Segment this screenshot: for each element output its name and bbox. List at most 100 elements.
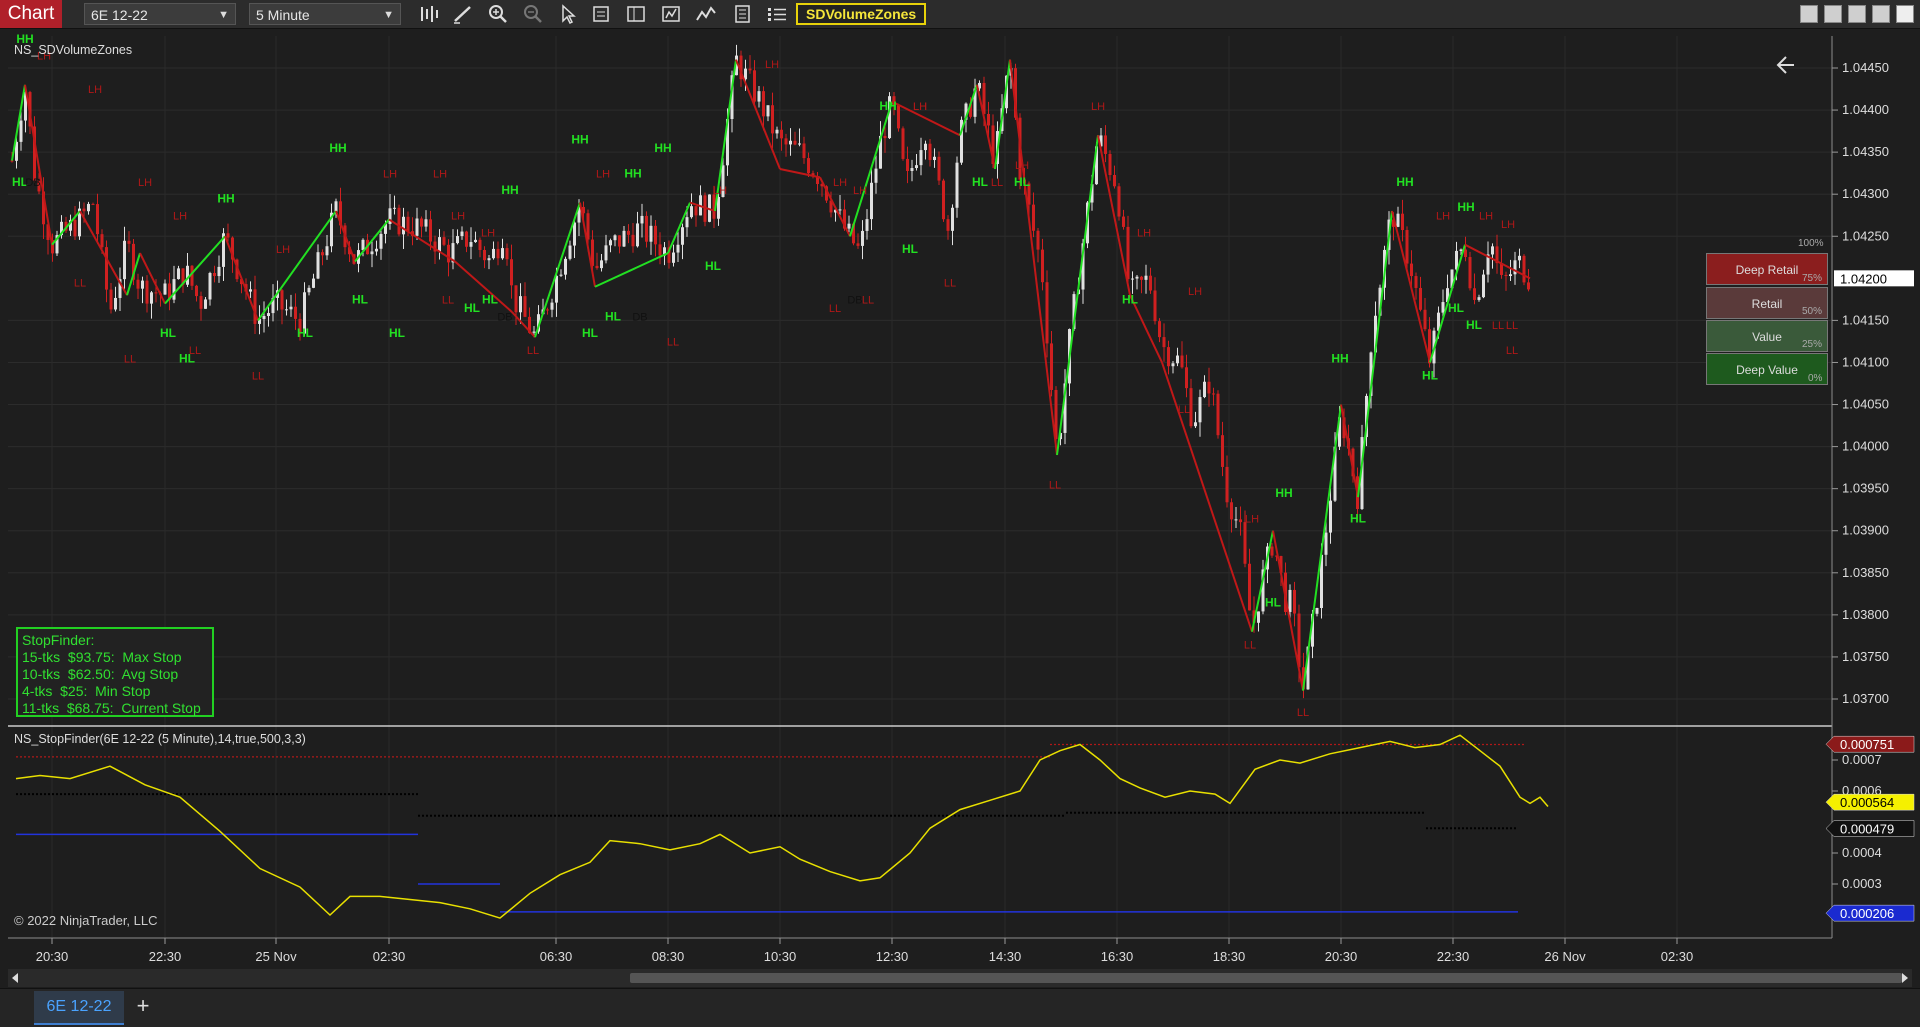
- instrument-selector[interactable]: 6E 12-22 ▼: [84, 3, 236, 25]
- candle-body: [73, 219, 77, 237]
- tab-6e-12-22[interactable]: 6E 12-22: [34, 991, 124, 1025]
- strategies-icon[interactable]: [660, 4, 682, 24]
- candle-body: [1522, 255, 1526, 283]
- minimize-icon[interactable]: [1848, 5, 1866, 23]
- candle-body: [258, 319, 261, 324]
- swing-line: [454, 260, 513, 313]
- swing-label: LL: [1244, 640, 1256, 652]
- indicators-icon[interactable]: [695, 4, 717, 24]
- swing-label: LL: [74, 278, 86, 290]
- bars-type-icon[interactable]: [418, 4, 440, 24]
- swing-label: HL: [179, 351, 195, 365]
- swing-line: [579, 202, 596, 287]
- chevron-down-icon: ▼: [383, 9, 394, 21]
- maximize-icon[interactable]: [1872, 5, 1890, 23]
- candle-body: [852, 223, 855, 244]
- candle-body: [501, 248, 504, 259]
- swing-label: LH: [1015, 160, 1029, 172]
- chart-grid: [8, 36, 1832, 938]
- swing-label: HL: [605, 309, 621, 323]
- chart-menu-button[interactable]: Chart: [0, 0, 62, 28]
- candle-body: [1414, 276, 1418, 288]
- candle-body: [64, 221, 68, 231]
- candle-body: [262, 316, 266, 320]
- indicator-badge[interactable]: SDVolumeZones: [796, 3, 927, 25]
- candle-body: [798, 143, 801, 145]
- candle-body: [96, 204, 99, 235]
- candle-body: [1378, 287, 1382, 316]
- tile-icon[interactable]: [1800, 5, 1818, 23]
- candle-body: [204, 299, 207, 309]
- price-tick-label: 1.04100: [1842, 354, 1889, 369]
- candle-body: [231, 237, 234, 260]
- swing-label: HL: [582, 326, 598, 340]
- indicator-tick-label: 0.0003: [1842, 876, 1882, 891]
- svg-text:0.000751: 0.000751: [1840, 737, 1894, 752]
- swing-line: [1357, 210, 1393, 498]
- back-arrow-icon[interactable]: [1776, 56, 1794, 74]
- swing-label: HH: [16, 32, 33, 46]
- draw-tool-icon[interactable]: [452, 4, 474, 24]
- candle-body: [1329, 500, 1332, 533]
- swing-line: [79, 210, 128, 296]
- swing-label: HL: [297, 326, 313, 340]
- zone-pct: 50%: [1802, 306, 1823, 317]
- data-box-icon[interactable]: [591, 4, 613, 24]
- swing-label: LH: [1479, 210, 1493, 222]
- scroll-right-icon[interactable]: [1902, 973, 1908, 983]
- price-axis: 1.04450 1.04400 1.04350 1.04300 1.04250 1.041…: [1832, 60, 1914, 706]
- swing-label: HL: [1350, 511, 1366, 525]
- stopfinder-title: StopFinder:: [22, 632, 95, 648]
- candle-body: [1504, 274, 1508, 277]
- tab-label: 6E 12-22: [46, 998, 112, 1015]
- restore-icon[interactable]: [1824, 5, 1842, 23]
- pointer-icon[interactable]: [557, 4, 579, 24]
- chart-toolbar: Chart 6E 12-22 ▼ 5 Minute ▼ SDVolumeZone…: [0, 0, 1920, 29]
- properties-icon[interactable]: [732, 4, 754, 24]
- chart-trader-icon[interactable]: [766, 4, 788, 24]
- candle-body: [1446, 288, 1449, 303]
- candle-body: [658, 244, 662, 256]
- time-tick-label: 20:30: [1325, 949, 1358, 964]
- swing-label: HL: [1014, 175, 1030, 189]
- scroll-left-icon[interactable]: [12, 973, 18, 983]
- candle-body: [1095, 146, 1098, 185]
- candle-body: [1036, 230, 1040, 250]
- time-tick-label: 02:30: [373, 949, 406, 964]
- candle-body: [1261, 569, 1265, 612]
- swing-label: HL: [464, 301, 480, 315]
- scrollbar-thumb[interactable]: [630, 973, 1902, 983]
- swing-label: LH: [383, 168, 397, 180]
- candle-body: [298, 318, 302, 334]
- candle-body: [991, 125, 995, 164]
- candle-body: [757, 91, 761, 102]
- candle-body: [199, 296, 203, 309]
- candle-body: [1365, 395, 1368, 438]
- candle-body: [789, 140, 792, 145]
- close-icon[interactable]: [1896, 5, 1914, 23]
- zoom-out-icon[interactable]: [522, 4, 544, 24]
- time-tick-label: 06:30: [540, 949, 573, 964]
- zoom-in-icon[interactable]: [487, 4, 509, 24]
- candle-body: [1482, 274, 1485, 298]
- candle-body: [447, 244, 450, 263]
- candle-body: [303, 292, 306, 334]
- max-stop-line: [16, 743, 1526, 758]
- templates-icon[interactable]: [625, 4, 647, 24]
- candle-body: [1450, 269, 1454, 289]
- interval-selector[interactable]: 5 Minute ▼: [249, 3, 401, 25]
- candle-body: [37, 180, 41, 192]
- add-tab-button[interactable]: +: [136, 993, 150, 1018]
- horizontal-scrollbar[interactable]: [8, 969, 1912, 987]
- time-tick-label: 14:30: [989, 949, 1022, 964]
- candle-body: [321, 252, 324, 256]
- candle-body: [213, 272, 216, 277]
- swing-label: HL: [389, 326, 405, 340]
- candle-body: [928, 143, 932, 161]
- candle-body: [127, 240, 131, 244]
- swing-label: HL: [1122, 293, 1138, 307]
- candle-body: [514, 285, 518, 313]
- candle-body: [375, 248, 378, 252]
- candle-body: [559, 274, 563, 276]
